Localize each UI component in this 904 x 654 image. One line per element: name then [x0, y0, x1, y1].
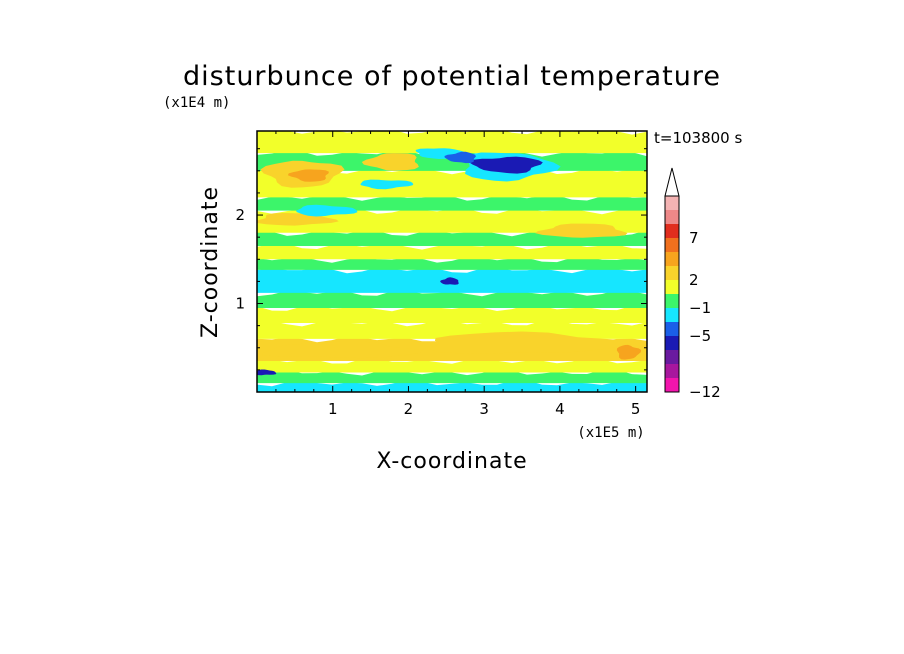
colorbar-swatch: [665, 238, 679, 252]
y-tick-label: 1: [235, 295, 245, 313]
contour-band: [257, 131, 647, 154]
contour-patch: [444, 151, 476, 164]
y-tick-label: 2: [235, 206, 245, 224]
colorbar-swatch: [665, 280, 679, 294]
x-tick-label: 2: [404, 400, 414, 418]
colorbar-label: −12: [689, 383, 721, 401]
contour-band: [257, 289, 647, 308]
x-axis-title: X-coordinate: [376, 449, 527, 474]
colorbar-label: 2: [689, 271, 699, 289]
contour-patch: [360, 179, 414, 190]
contour-patch: [361, 153, 419, 171]
contour-band: [257, 369, 647, 384]
colorbar-swatch: [665, 266, 679, 280]
colorbar-swatch: [665, 364, 679, 378]
x-unit-label: (x1E5 m): [577, 425, 644, 441]
colorbar-swatch: [665, 322, 679, 336]
contour-patch: [257, 369, 277, 376]
contour-band: [257, 167, 647, 198]
contour-band: [257, 194, 647, 211]
colorbar-swatch: [665, 224, 679, 238]
contour-band: [257, 357, 647, 373]
contour-patch: [296, 204, 358, 217]
contour-patch: [440, 277, 459, 285]
plot-frame: [256, 130, 648, 393]
x-tick-label: 1: [328, 400, 338, 418]
axis-ticks: 1 2 3 4 5 1 2: [235, 131, 647, 418]
contour-field: [257, 131, 647, 392]
colorbar-swatch: [665, 378, 679, 392]
colorbar-swatch: [665, 196, 679, 210]
contour-band: [257, 256, 647, 270]
x-tick-label: 5: [631, 400, 641, 418]
x-tick-label: 4: [555, 400, 565, 418]
contour-patch: [469, 156, 543, 174]
colorbar: 7 2 −1 −5 −12: [664, 167, 721, 401]
contour-patch: [287, 169, 329, 182]
colorbar-swatch: [665, 210, 679, 224]
plot-area: 1 2 3 4 5 1 2: [235, 130, 648, 418]
contour-band: [257, 379, 647, 392]
x-tick-label: 3: [479, 400, 489, 418]
contour-patch: [616, 344, 642, 360]
colorbar-swatch: [665, 308, 679, 322]
contour-band: [257, 304, 647, 323]
colorbar-swatch: [665, 294, 679, 308]
contour-patch: [415, 148, 465, 159]
colorbar-label: −1: [689, 299, 711, 317]
contour-patch: [535, 223, 628, 238]
chart-title: disturbunce of potential temperature: [183, 61, 721, 92]
colorbar-swatch: [665, 252, 679, 266]
contour-band: [257, 243, 647, 260]
colorbar-swatch: [665, 350, 679, 364]
contour-patch: [428, 331, 637, 354]
colorbar-swatch: [665, 336, 679, 350]
time-label: t=103800 s: [654, 129, 742, 147]
contour-patch: [262, 341, 423, 359]
y-axis-title: Z-coordinate: [198, 186, 223, 338]
colorbar-label: −5: [689, 327, 711, 345]
colorbar-label: 7: [689, 229, 699, 247]
contour-band: [257, 207, 647, 233]
colorbar-frame: [664, 195, 680, 393]
y-unit-label: (x1E4 m): [163, 95, 230, 111]
